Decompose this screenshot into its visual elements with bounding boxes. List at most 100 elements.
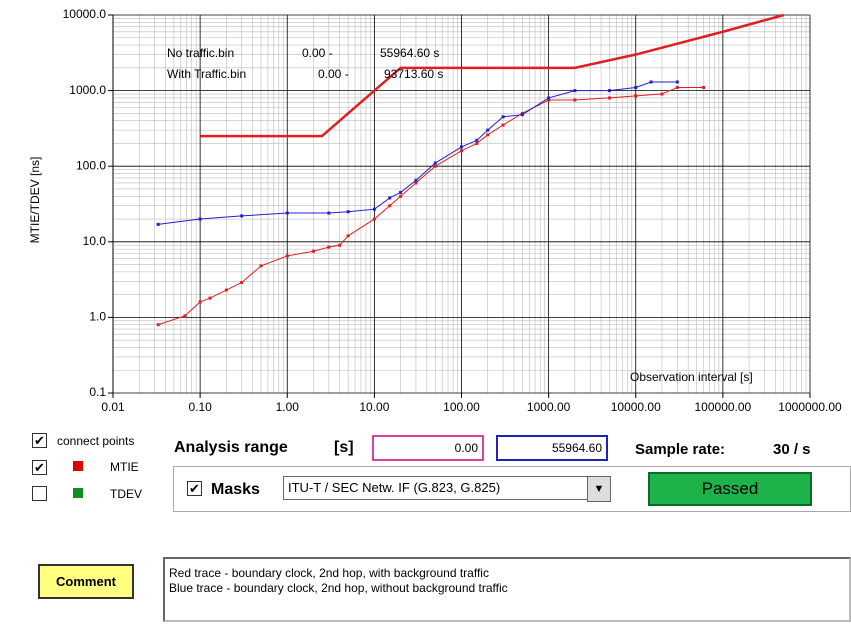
data-point <box>573 89 577 93</box>
data-point <box>198 217 202 221</box>
range-to-input[interactable]: 55964.60 <box>496 435 608 461</box>
data-point <box>702 85 706 89</box>
data-point <box>608 89 612 93</box>
data-point <box>573 98 577 102</box>
comment-line: Blue trace - boundary clock, 2nd hop, wi… <box>169 581 508 595</box>
data-point <box>547 96 551 100</box>
x-tick-label: 1000000.00 <box>778 400 842 414</box>
checkbox[interactable]: ✔ <box>32 460 47 475</box>
data-point <box>501 115 505 119</box>
annotation: 55964.60 s <box>380 46 439 60</box>
x-tick-label: 10.00 <box>359 400 389 414</box>
x-tick-label: 0.10 <box>188 400 212 414</box>
data-point <box>372 217 376 221</box>
data-point <box>399 190 403 194</box>
data-point <box>608 96 612 100</box>
data-point <box>486 128 490 132</box>
data-point <box>372 207 376 211</box>
x-tick-label: 0.01 <box>101 400 125 414</box>
annotation: No traffic.bin <box>167 46 234 60</box>
data-point <box>198 300 202 304</box>
annotation: With Traffic.bin <box>167 67 246 81</box>
label: [s] <box>334 439 354 456</box>
data-point <box>475 138 479 142</box>
data-point <box>675 85 679 89</box>
data-point <box>346 210 350 214</box>
data-point <box>399 194 403 198</box>
data-point <box>156 222 160 226</box>
checkbox[interactable]: ✔ <box>32 433 47 448</box>
series-line <box>200 13 785 138</box>
x-tick-label: 1.00 <box>276 400 300 414</box>
annotation: 0.00 - <box>318 67 349 81</box>
data-point <box>224 288 228 292</box>
data-point <box>414 181 418 185</box>
data-point <box>285 211 289 215</box>
data-point <box>547 98 551 102</box>
data-point <box>327 245 331 249</box>
data-point <box>675 80 679 84</box>
sample-rate: 30 / s <box>773 441 811 458</box>
data-point <box>460 145 463 149</box>
data-point <box>208 296 212 300</box>
comment-button[interactable]: Comment <box>38 564 134 599</box>
data-point <box>660 92 664 96</box>
dropdown-arrow[interactable]: ▼ <box>587 476 611 502</box>
checkbox[interactable] <box>32 486 47 501</box>
y-tick-label: 1.0 <box>89 310 106 324</box>
range-from-input[interactable]: 0.00 <box>372 435 484 461</box>
data-point <box>311 249 315 253</box>
data-point <box>460 149 463 153</box>
data-point <box>634 94 638 98</box>
data-point <box>156 323 160 327</box>
data-point <box>433 164 437 168</box>
data-point <box>346 234 350 238</box>
y-axis-label: MTIE/TDEV [ns] <box>28 157 42 244</box>
data-point <box>475 141 479 145</box>
data-point <box>486 133 490 137</box>
data-point <box>634 85 638 89</box>
comment-line: Red trace - boundary clock, 2nd hop, wit… <box>169 566 489 580</box>
x-tick-label: 100000.00 <box>695 400 752 414</box>
data-point <box>414 178 418 182</box>
chart: MTIE/TDEV [ns] 0.01 0.10 1.00 10.00 100.00 10… <box>28 7 842 414</box>
data-point <box>649 80 653 84</box>
x-tick-label: 1000.00 <box>527 400 571 414</box>
y-tick-label: 10000.0 <box>63 7 107 21</box>
data-point <box>520 113 524 117</box>
x-tick-label: 10000.00 <box>611 400 661 414</box>
data-point <box>240 280 244 284</box>
label: Sample rate: <box>635 441 726 458</box>
data-point <box>501 123 505 127</box>
data-point <box>327 211 331 215</box>
legend-label: MTIE <box>110 460 139 474</box>
annotation: 0.00 - <box>302 46 333 60</box>
label: connect points <box>57 434 135 448</box>
data-point <box>183 314 187 318</box>
series-line <box>158 81 678 225</box>
data-point <box>240 214 244 218</box>
checkbox[interactable]: ✔ <box>187 481 202 496</box>
data-point <box>285 254 289 258</box>
data-point <box>433 161 437 165</box>
data-point <box>388 196 392 200</box>
y-tick-label: 1000.0 <box>69 83 106 97</box>
y-tick-label: 10.0 <box>83 234 107 248</box>
data-point <box>259 264 263 268</box>
y-tick-label: 0.1 <box>89 385 106 399</box>
status-button[interactable]: Passed <box>648 472 812 506</box>
label: Analysis range <box>174 439 288 456</box>
label: Masks <box>211 481 260 498</box>
data-point <box>338 243 342 247</box>
y-tick-label: 100.0 <box>76 158 106 172</box>
legend-label: TDEV <box>110 487 143 501</box>
x-tick-label: 100.00 <box>443 400 480 414</box>
legend-swatch <box>73 488 83 498</box>
annotation: 93713.60 s <box>384 67 443 81</box>
annotation: Observation interval [s] <box>630 370 753 384</box>
mask-select[interactable]: ITU-T / SEC Netw. IF (G.823, G.825) <box>283 476 592 500</box>
comment-box[interactable]: Red trace - boundary clock, 2nd hop, wit… <box>163 557 851 622</box>
data-point <box>388 204 392 208</box>
legend-swatch <box>73 461 83 471</box>
